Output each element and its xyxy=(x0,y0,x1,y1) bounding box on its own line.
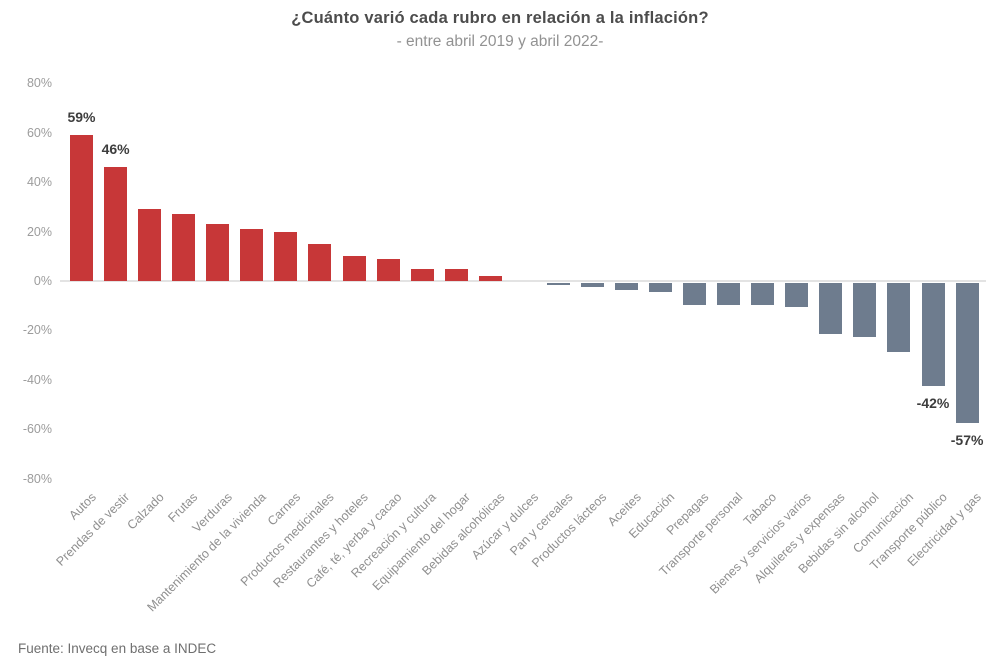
chart-title: ¿Cuánto varió cada rubro en relación a l… xyxy=(291,9,709,27)
value-label-prendas-de-vestir: 46% xyxy=(101,141,130,158)
bar-productos-medicinales xyxy=(308,243,332,281)
bar-mantenimiento-de-la-vivienda xyxy=(240,229,264,281)
bar-transporte-publico xyxy=(921,282,945,387)
x-label-calzado: Calzado xyxy=(124,490,167,533)
y-tick-20: 20% xyxy=(26,224,52,239)
bar-bebidas-sin-alcohol xyxy=(853,282,877,337)
y-tick-40: 40% xyxy=(26,175,52,190)
bar-pan-y-cereales xyxy=(546,282,570,285)
bar-autos xyxy=(70,135,93,281)
y-tick-0: 0% xyxy=(33,274,52,288)
value-label-electricidad-y-gas: -57% xyxy=(950,431,984,448)
bar-calzado xyxy=(138,209,162,281)
y-tick--60: -60% xyxy=(22,422,52,437)
bar-alquileres-y-expensas xyxy=(819,282,843,335)
bar-productos-lacteos xyxy=(580,282,604,288)
y-tick-80: 80% xyxy=(26,76,52,91)
bar-electricidad-y-gas xyxy=(955,282,979,424)
bar-bebidas-alcoholicas xyxy=(478,276,502,281)
value-label-autos: 59% xyxy=(67,109,96,126)
bar-tabaco xyxy=(751,282,775,305)
bar-cafe-te-yerba-y-cacao xyxy=(376,258,400,281)
bar-comunicacion xyxy=(887,282,911,352)
bar-aceites xyxy=(615,282,638,290)
value-label-transporte-publico: -42% xyxy=(916,394,950,411)
bar-transporte-personal xyxy=(717,282,741,305)
bar-carnes xyxy=(274,231,298,281)
source-note: Fuente: Invecq en base a INDEC xyxy=(18,641,217,656)
bar-verduras xyxy=(206,224,230,281)
y-tick--80: -80% xyxy=(22,471,52,486)
bar-recreacion-y-cultura xyxy=(410,268,434,281)
y-tick--40: -40% xyxy=(22,372,52,387)
y-tick-60: 60% xyxy=(26,125,52,140)
bar-restaurantes-y-hoteles xyxy=(342,256,366,281)
bar-prendas-de-vestir xyxy=(104,167,128,281)
bar-educacion xyxy=(649,282,672,293)
y-tick--20: -20% xyxy=(22,323,52,338)
chart-subtitle: - entre abril 2019 y abril 2022- xyxy=(396,33,604,50)
bar-prepagas xyxy=(683,282,707,305)
x-axis-line xyxy=(60,280,986,282)
bar-frutas xyxy=(172,214,196,281)
bar-equipamiento-del-hogar xyxy=(444,268,468,281)
bar-bienes-y-servicios-varios xyxy=(785,282,809,308)
